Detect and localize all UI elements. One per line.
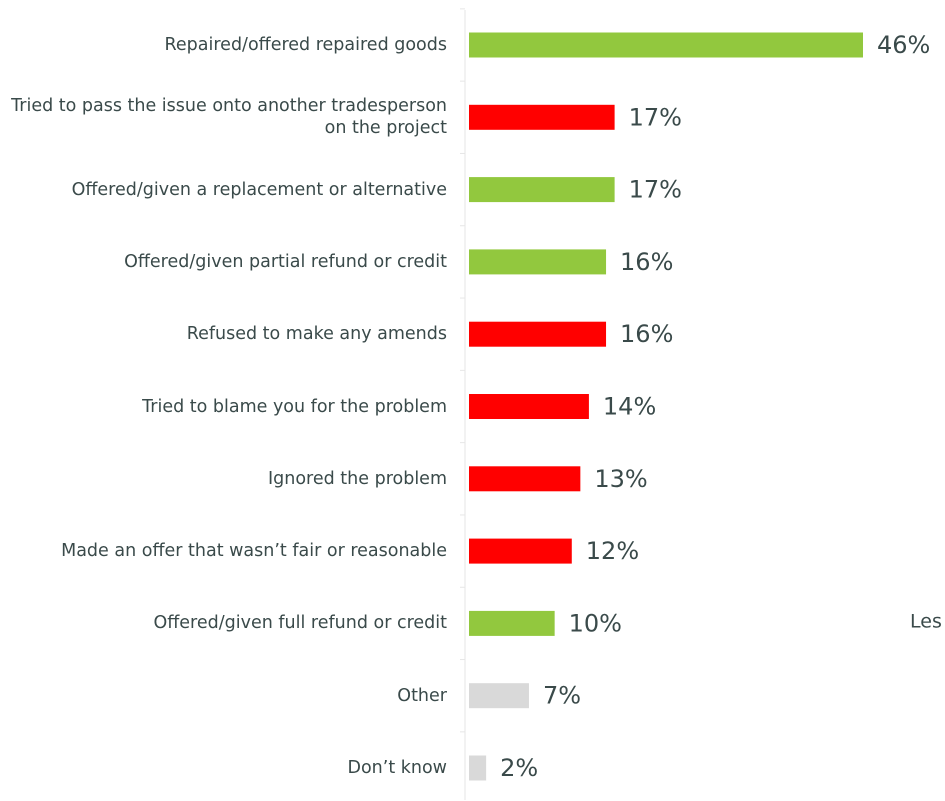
value-label: 17%: [629, 103, 682, 131]
category-label: Repaired/offered repaired goods: [164, 35, 447, 55]
value-label: 46%: [877, 31, 930, 59]
value-label: 16%: [620, 248, 673, 276]
bar: [469, 249, 607, 275]
category-label: Offered/given full refund or credit: [153, 613, 447, 634]
bar: [469, 177, 615, 203]
category-label: Tried to blame you for the problem: [142, 396, 447, 417]
category-label: Offered/given a replacement or alternati…: [71, 179, 447, 200]
bar: [469, 32, 863, 58]
bar: [469, 466, 581, 492]
value-label: 12%: [586, 537, 639, 565]
value-label: 16%: [620, 320, 673, 348]
category-label: Ignored the problem: [267, 468, 447, 489]
value-label: 13%: [594, 465, 647, 493]
value-label: 17%: [629, 176, 682, 204]
category-label: Refused to make any amends: [186, 324, 447, 345]
category-label: Other: [397, 685, 447, 706]
bar: [469, 394, 589, 419]
bar: [469, 683, 529, 709]
value-label: 2%: [500, 754, 538, 782]
value-label: 7%: [543, 682, 581, 710]
bar: [469, 104, 615, 130]
value-label: 14%: [603, 393, 656, 421]
annotation: Les: [910, 611, 942, 633]
category-label: Offered/given partial refund or credit: [124, 251, 447, 272]
bar: [469, 321, 607, 347]
bar: [469, 610, 555, 636]
category-label: Tried to pass the issue onto another tra…: [11, 96, 447, 139]
bar: [469, 538, 572, 564]
category-label: Made an offer that wasn’t fair or reason…: [61, 541, 447, 562]
value-label: 10%: [569, 609, 622, 637]
bar: [469, 755, 487, 781]
category-label: Don’t know: [347, 758, 447, 778]
